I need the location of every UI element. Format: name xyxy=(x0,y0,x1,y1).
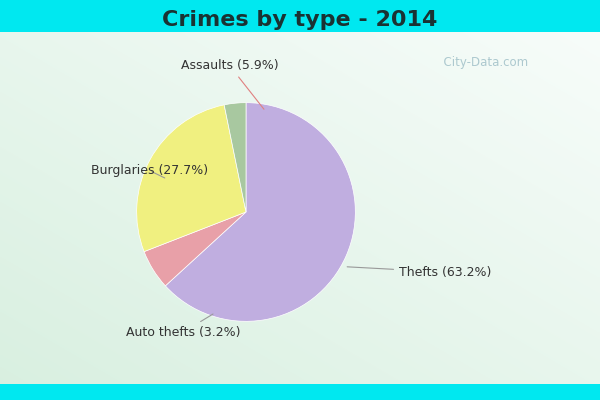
Text: Assaults (5.9%): Assaults (5.9%) xyxy=(181,59,278,109)
Text: Thefts (63.2%): Thefts (63.2%) xyxy=(347,266,491,279)
Text: Burglaries (27.7%): Burglaries (27.7%) xyxy=(91,164,208,178)
Wedge shape xyxy=(166,103,355,321)
Text: City-Data.com: City-Data.com xyxy=(436,56,528,69)
Wedge shape xyxy=(137,105,246,252)
Text: Auto thefts (3.2%): Auto thefts (3.2%) xyxy=(126,314,240,339)
Wedge shape xyxy=(144,212,246,286)
Wedge shape xyxy=(224,103,246,212)
Text: Crimes by type - 2014: Crimes by type - 2014 xyxy=(163,10,437,30)
